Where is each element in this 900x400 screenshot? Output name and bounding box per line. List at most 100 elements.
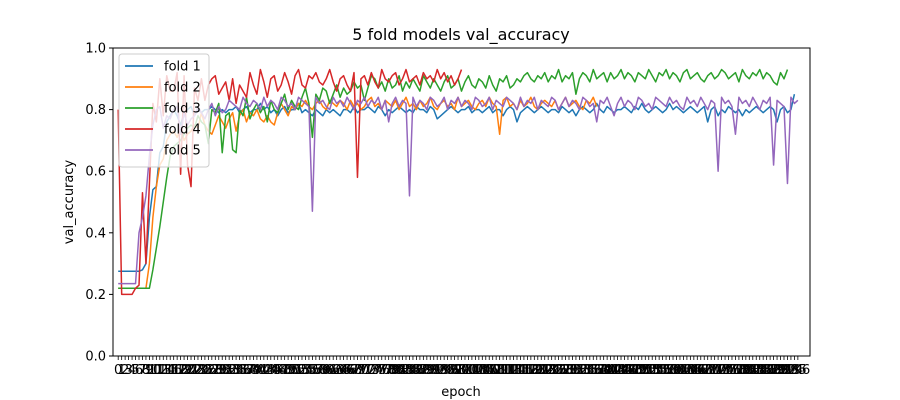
x-tick-label: 183: [740, 363, 765, 378]
x-tick-label: 179: [726, 363, 751, 378]
x-tick-label: 68: [346, 363, 363, 378]
x-tick-label: 127: [546, 363, 571, 378]
x-tick-label: 146: [612, 363, 637, 378]
x-tick-label: 79: [384, 363, 401, 378]
plot-frame: [112, 47, 811, 357]
x-tick-label: 175: [713, 363, 738, 378]
x-tick-label: 92: [429, 363, 446, 378]
x-tick-label: 38: [242, 363, 259, 378]
x-tick-label: 160: [661, 363, 686, 378]
x-tick-label: 164: [674, 363, 699, 378]
x-tick-label: 97: [446, 363, 463, 378]
y-axis-label: val_accuracy: [62, 159, 77, 244]
x-tick-label: 182: [737, 363, 762, 378]
x-tick-label: 104: [466, 363, 491, 378]
x-tick-label: 83: [398, 363, 415, 378]
x-tick-label: 180: [730, 363, 755, 378]
x-tick-label: 193: [775, 363, 800, 378]
x-tick-label: 65: [335, 363, 352, 378]
y-tick-label: 0.4: [85, 226, 106, 241]
x-tick-label: 39: [245, 363, 262, 378]
chart-title: 5 fold models val_accuracy: [352, 25, 570, 45]
legend-label: fold 4: [164, 123, 201, 138]
legend-label: fold 3: [164, 102, 201, 117]
x-tick-label: 152: [633, 363, 658, 378]
x-tick-label: 3: [124, 363, 132, 378]
x-tick-label: 156: [647, 363, 672, 378]
x-tick-label: 113: [498, 363, 523, 378]
x-tick-label: 194: [779, 363, 804, 378]
x-tick-label: 25: [197, 363, 214, 378]
x-tick-label: 72: [360, 363, 377, 378]
x-tick-label: 11: [148, 363, 165, 378]
legend-box: [118, 53, 210, 168]
x-tick-label: 103: [463, 363, 488, 378]
x-tick-label: 60: [318, 363, 335, 378]
x-tick-label: 115: [505, 363, 530, 378]
x-tick-label: 37: [238, 363, 255, 378]
x-tick-label: 13: [155, 363, 172, 378]
x-tick-label: 85: [405, 363, 422, 378]
legend-label: fold 2: [164, 81, 201, 96]
x-tick-label: 51: [287, 363, 304, 378]
x-tick-label: 150: [626, 363, 651, 378]
x-tick-label: 57: [308, 363, 325, 378]
x-tick-label: 196: [785, 363, 810, 378]
x-tick-label: 61: [321, 363, 338, 378]
x-tick-label: 176: [716, 363, 741, 378]
x-tick-label: 154: [640, 363, 665, 378]
x-tick-label: 29: [210, 363, 227, 378]
x-tick-label: 135: [574, 363, 599, 378]
x-tick-label: 21: [183, 363, 200, 378]
x-tick-label: 108: [480, 363, 505, 378]
x-tick-label: 78: [380, 363, 397, 378]
x-tick-label: 58: [311, 363, 328, 378]
x-tick-label: 123: [532, 363, 557, 378]
x-tick-label: 40: [249, 363, 266, 378]
x-tick-label: 81: [391, 363, 408, 378]
x-tick-label: 172: [702, 363, 727, 378]
x-tick-label: 34: [228, 363, 245, 378]
x-tick-label: 71: [356, 363, 373, 378]
x-tick-label: 17: [169, 363, 186, 378]
x-tick-label: 28: [207, 363, 224, 378]
x-tick-label: 14: [158, 363, 175, 378]
x-tick-label: 67: [342, 363, 359, 378]
x-tick-label: 133: [567, 363, 592, 378]
x-tick-label: 49: [280, 363, 297, 378]
x-tick-label: 129: [553, 363, 578, 378]
x-tick-label: 188: [758, 363, 783, 378]
x-tick-label: 118: [515, 363, 540, 378]
x-tick-label: 110: [487, 363, 512, 378]
x-tick-label: 33: [224, 363, 241, 378]
x-tick-label: 77: [377, 363, 394, 378]
x-tick-label: 35: [231, 363, 248, 378]
legend-label: fold 1: [164, 60, 201, 75]
x-tick-label: 16: [165, 363, 182, 378]
x-tick-label: 74: [367, 363, 384, 378]
x-tick-label: 52: [290, 363, 307, 378]
x-tick-label: 7: [138, 363, 146, 378]
x-tick-label: 80: [387, 363, 404, 378]
x-tick-label: 153: [636, 363, 661, 378]
x-tick-label: 185: [747, 363, 772, 378]
x-tick-label: 141: [595, 363, 620, 378]
x-tick-label: 94: [436, 363, 453, 378]
x-tick-label: 31: [217, 363, 234, 378]
x-tick-label: 2: [121, 363, 129, 378]
x-tick-label: 139: [588, 363, 613, 378]
x-tick-label: 125: [539, 363, 564, 378]
x-tick-label: 136: [577, 363, 602, 378]
x-tick-label: 128: [550, 363, 575, 378]
x-tick-label: 155: [643, 363, 668, 378]
x-tick-label: 161: [664, 363, 689, 378]
x-tick-label: 184: [744, 363, 769, 378]
x-tick-label: 170: [695, 363, 720, 378]
x-tick-label: 66: [339, 363, 356, 378]
x-tick-label: 142: [598, 363, 623, 378]
x-tick-label: 91: [425, 363, 442, 378]
x-tick-label: 181: [733, 363, 758, 378]
x-tick-label: 18: [172, 363, 189, 378]
x-tick-label: 36: [235, 363, 252, 378]
x-tick-label: 0: [114, 363, 122, 378]
